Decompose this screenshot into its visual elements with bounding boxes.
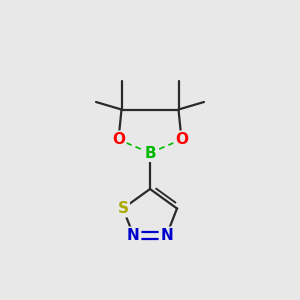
Text: S: S bbox=[118, 201, 128, 216]
Text: O: O bbox=[175, 132, 188, 147]
Text: N: N bbox=[160, 228, 173, 243]
Text: O: O bbox=[112, 132, 125, 147]
Text: B: B bbox=[144, 146, 156, 160]
Text: N: N bbox=[127, 228, 140, 243]
